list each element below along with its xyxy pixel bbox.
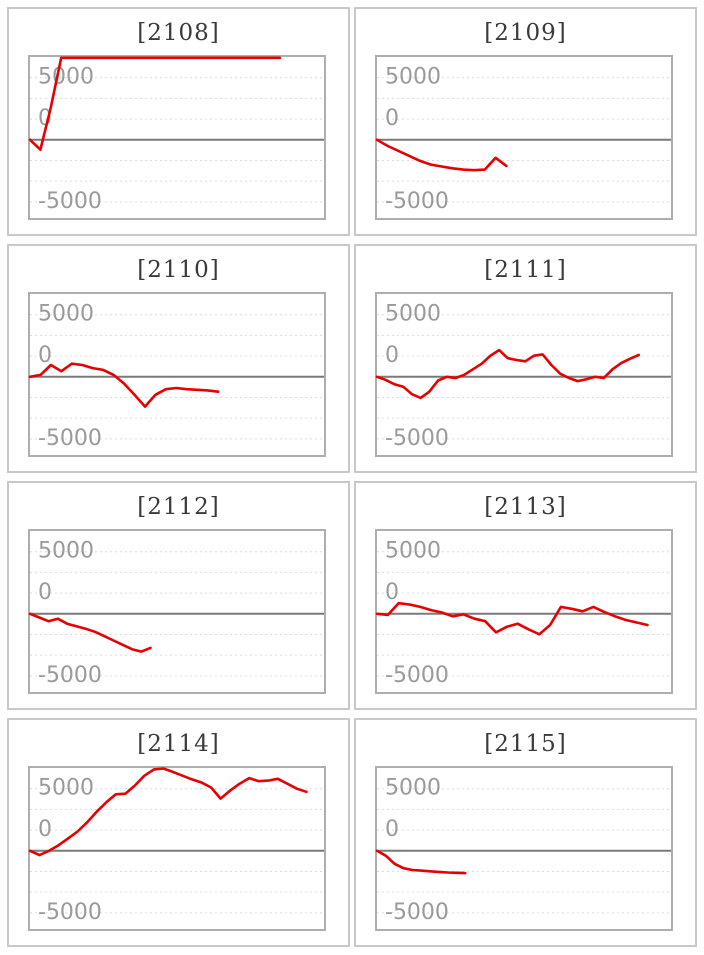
chart-title: [2110] [137, 257, 220, 283]
series-line [375, 849, 467, 875]
y-tick-label: 0 [38, 817, 52, 842]
y-tick-label: 0 [38, 580, 52, 605]
chart-panel-2113: [2113] 5000 0 -5000 [354, 481, 697, 710]
series-line [375, 138, 508, 172]
y-tick-label: -5000 [385, 426, 449, 451]
plot-area: 5000 0 -5000 [28, 292, 326, 457]
chart-panel-2112: [2112] 5000 0 -5000 [7, 481, 350, 710]
y-tick-label: 0 [385, 580, 399, 605]
series-line [375, 348, 641, 400]
y-tick-label: 0 [38, 343, 52, 368]
y-tick-label: -5000 [38, 663, 102, 688]
slump-graph: 5000 0 -5000 [28, 302, 324, 451]
y-tick-label: 5000 [385, 776, 441, 801]
chart-title: [2109] [484, 20, 567, 46]
series-line [28, 362, 220, 408]
y-tick-label: 5000 [38, 776, 94, 801]
y-tick-label: -5000 [38, 900, 102, 925]
chart-title: [2108] [137, 20, 220, 46]
y-tick-label: 5000 [385, 65, 441, 90]
chart-panel-2111: [2111] 5000 0 -5000 [354, 244, 697, 473]
chart-panel-2114: [2114] 5000 0 -5000 [7, 718, 350, 947]
y-tick-label: 5000 [38, 302, 94, 327]
y-tick-label: 5000 [385, 302, 441, 327]
series-line [28, 612, 152, 653]
chart-title: [2113] [484, 494, 567, 520]
chart-panel-2115: [2115] 5000 0 -5000 [354, 718, 697, 947]
slump-graph: 5000 0 -5000 [28, 539, 324, 688]
plot-area: 5000 0 -5000 [28, 55, 326, 220]
series-line [28, 56, 282, 151]
y-tick-label: -5000 [38, 426, 102, 451]
chart-title: [2114] [137, 731, 220, 757]
chart-panel-2109: [2109] 5000 0 -5000 [354, 7, 697, 236]
plot-area: 5000 0 -5000 [375, 766, 673, 931]
chart-title: [2111] [484, 257, 567, 283]
chart-title: [2115] [484, 731, 567, 757]
chart-panel-2108: [2108] 5000 0 -5000 [7, 7, 350, 236]
y-tick-label: -5000 [385, 189, 449, 214]
y-tick-label: -5000 [38, 189, 102, 214]
y-tick-label: -5000 [385, 663, 449, 688]
y-tick-label: 5000 [38, 65, 94, 90]
plot-area: 5000 0 -5000 [28, 766, 326, 931]
y-tick-label: 0 [385, 817, 399, 842]
y-tick-label: 5000 [38, 539, 94, 564]
series-line [375, 601, 649, 636]
plot-area: 5000 0 -5000 [375, 529, 673, 694]
series-line [28, 767, 308, 857]
chart-panel-2110: [2110] 5000 0 -5000 [7, 244, 350, 473]
y-tick-label: 0 [385, 343, 399, 368]
slump-graph: 5000 0 -5000 [375, 776, 671, 925]
plot-area: 5000 0 -5000 [375, 292, 673, 457]
slump-graph: 5000 0 -5000 [375, 65, 671, 214]
y-tick-label: -5000 [385, 900, 449, 925]
plot-area: 5000 0 -5000 [28, 529, 326, 694]
chart-title: [2112] [137, 494, 220, 520]
slump-graph: 5000 0 -5000 [375, 539, 671, 688]
plot-area: 5000 0 -5000 [375, 55, 673, 220]
y-tick-label: 5000 [385, 539, 441, 564]
y-tick-label: 0 [385, 106, 399, 131]
slump-graph: 5000 0 -5000 [28, 767, 324, 925]
slump-graph: 5000 0 -5000 [375, 302, 671, 451]
